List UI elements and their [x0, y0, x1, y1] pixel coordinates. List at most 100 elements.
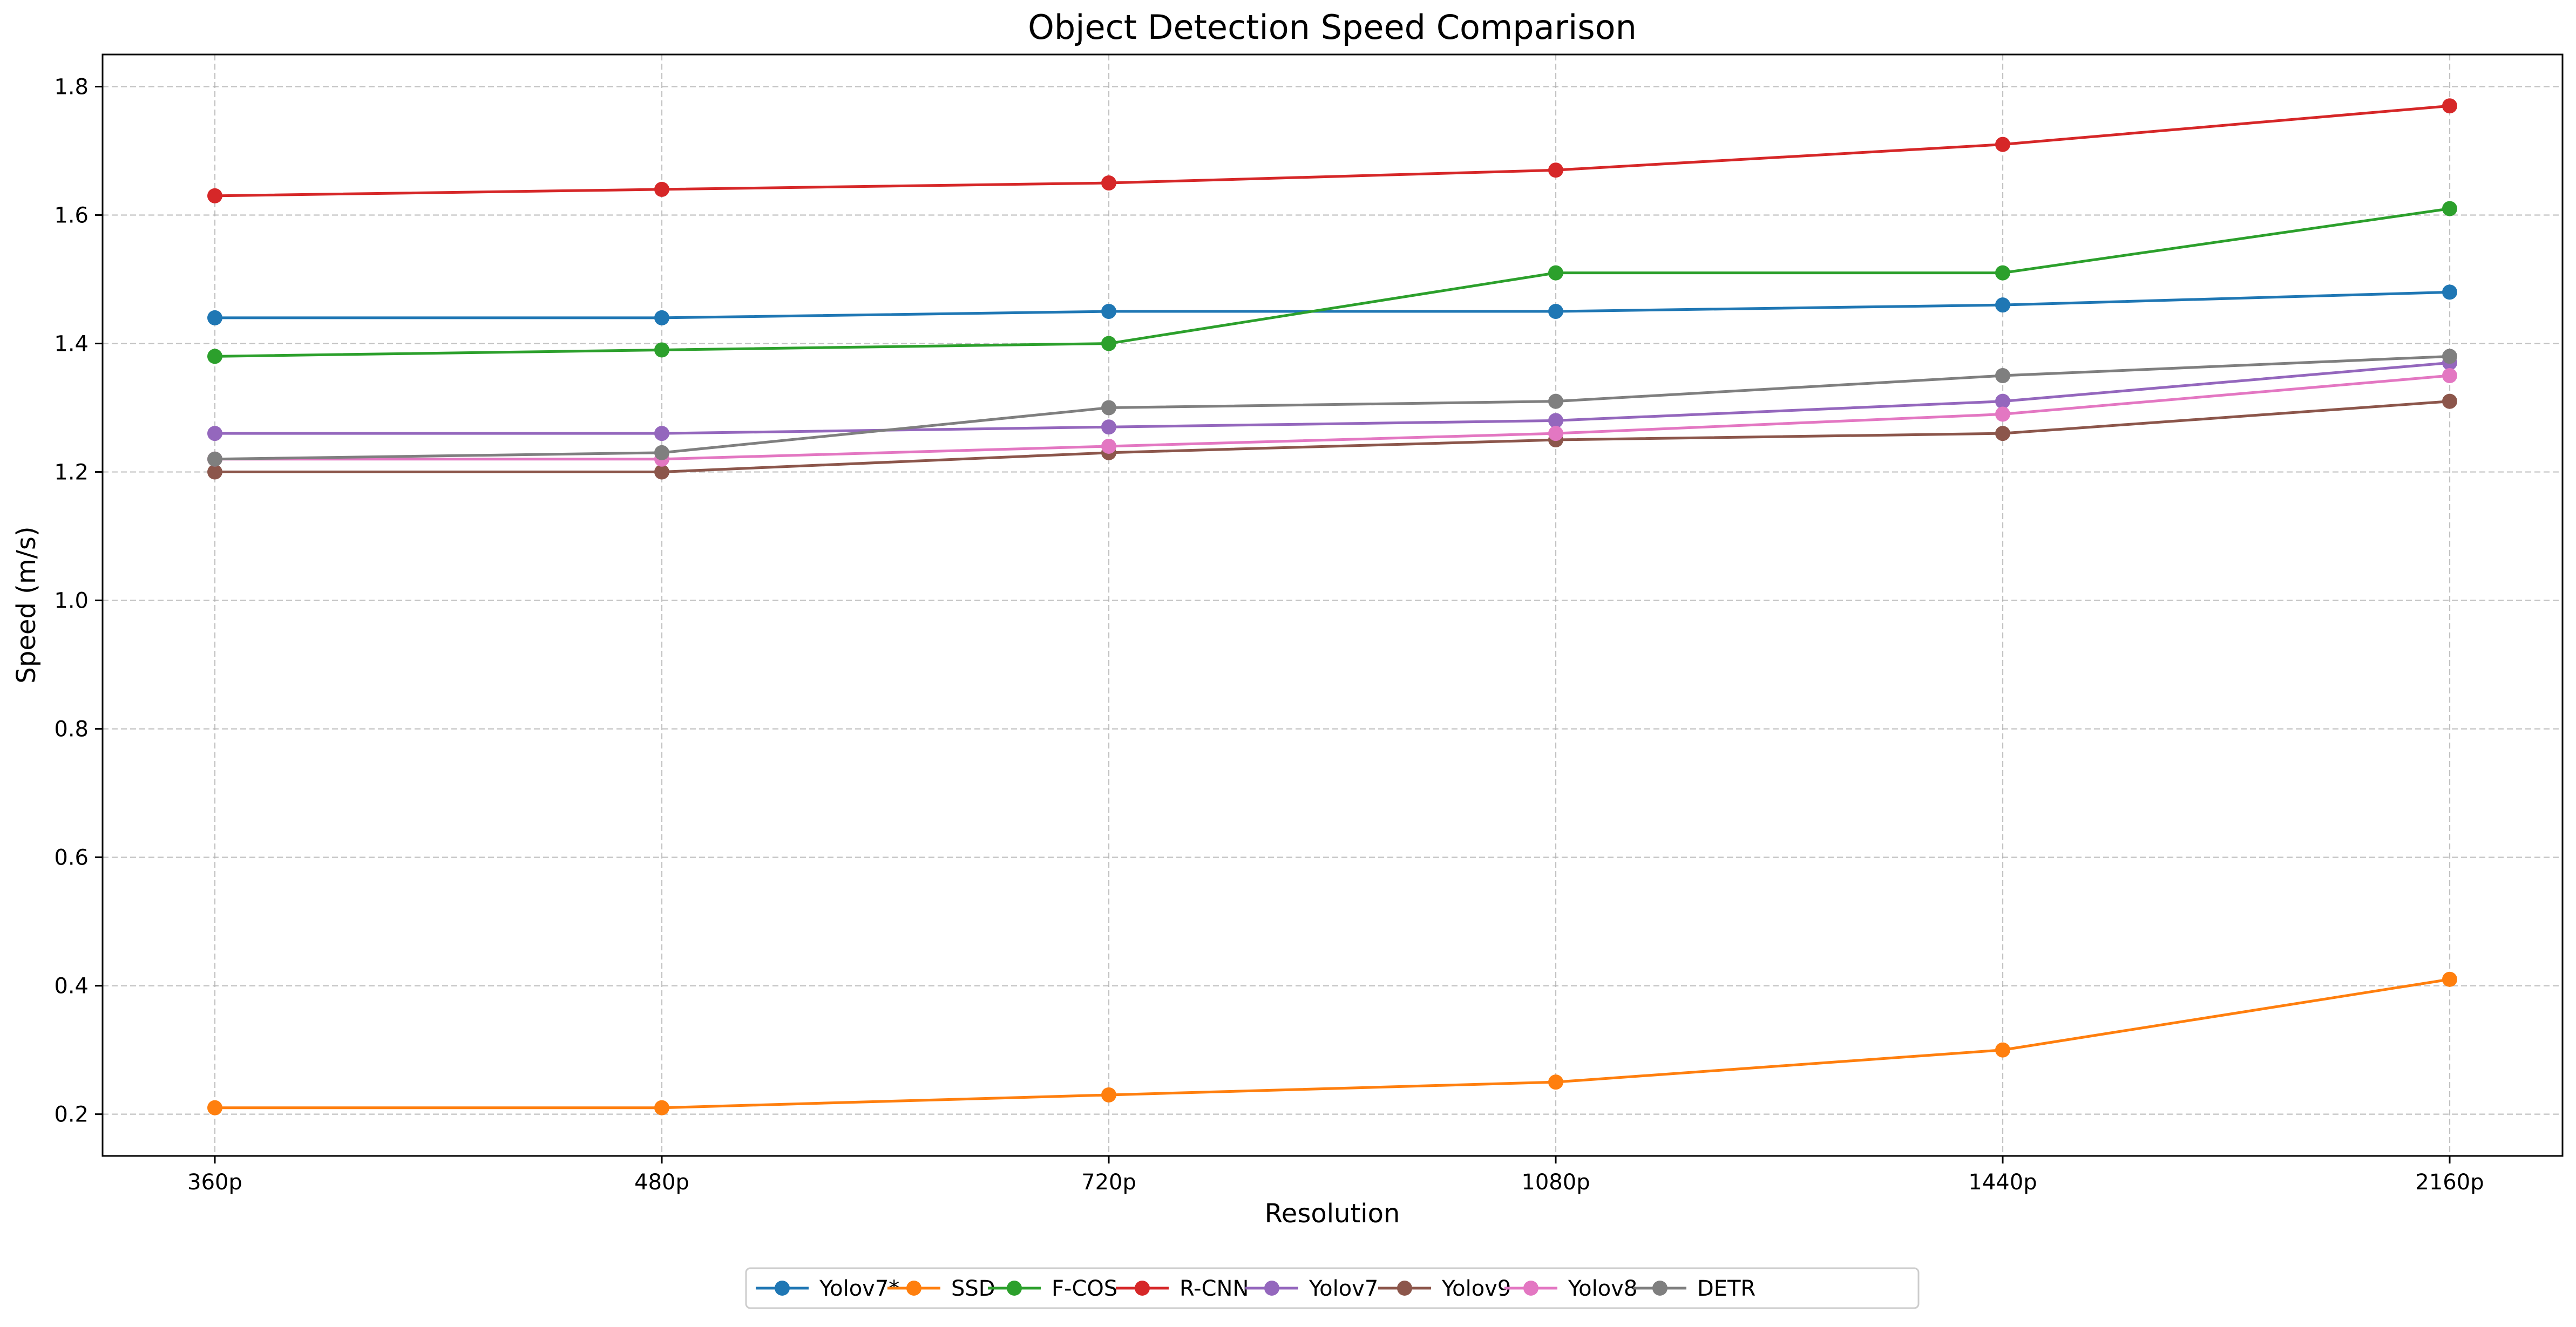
data-point — [1995, 368, 2010, 384]
series-line — [213, 400, 2451, 474]
legend-marker — [1397, 1281, 1412, 1296]
data-point — [207, 349, 222, 364]
legend-item: DETR — [1633, 1276, 1755, 1301]
x-tick-label: 360p — [187, 1170, 242, 1195]
grid — [103, 55, 2563, 1156]
y-tick-label: 1.4 — [54, 332, 89, 357]
y-axis-label: Speed (m/s) — [11, 526, 42, 683]
legend-marker — [906, 1281, 921, 1296]
series-line — [213, 207, 2451, 358]
data-point — [207, 464, 222, 480]
data-point — [654, 181, 669, 197]
legend: Yolov7* SSD F-COS R-CNN Yolov7 Yolov9 Yolov8 DE… — [745, 1267, 1920, 1309]
chart-title: Object Detection Speed Comparison — [1028, 8, 1637, 47]
legend-marker — [775, 1281, 790, 1296]
series-ssd — [207, 971, 2457, 1115]
legend-marker — [1007, 1281, 1022, 1296]
legend-label: Yolov8 — [1568, 1276, 1637, 1301]
data-point — [2442, 349, 2457, 364]
data-point — [1101, 175, 1116, 191]
data-point — [1101, 400, 1116, 416]
data-point — [2442, 368, 2457, 384]
data-point — [1548, 265, 1563, 281]
legend-label: DETR — [1697, 1276, 1755, 1301]
data-point — [1548, 393, 1563, 409]
y-tick-label: 1.8 — [54, 75, 89, 100]
data-point — [1101, 419, 1116, 435]
data-point — [1101, 1087, 1116, 1103]
legend-label: Yolov9 — [1441, 1276, 1511, 1301]
y-tick-label: 1.2 — [54, 460, 89, 485]
data-point — [207, 1100, 222, 1115]
data-point — [654, 310, 669, 325]
data-point — [1101, 304, 1116, 319]
y-tick-label: 1.6 — [54, 203, 89, 228]
series-r-cnn — [207, 98, 2457, 203]
x-tick-label: 720p — [1081, 1170, 1136, 1195]
data-point — [1101, 438, 1116, 454]
series-f-cos — [207, 201, 2457, 364]
data-point — [654, 1100, 669, 1115]
legend-item: SSD — [887, 1276, 995, 1301]
data-point — [654, 342, 669, 358]
series-group — [207, 98, 2457, 1115]
data-point — [1995, 265, 2010, 281]
x-tick-label: 480p — [634, 1170, 689, 1195]
legend-item: R-CNN — [1116, 1276, 1249, 1301]
y-tick-label: 0.8 — [54, 717, 89, 742]
series-line — [213, 978, 2451, 1110]
y-tick-label: 0.4 — [54, 974, 89, 999]
x-tick-label: 2160p — [2415, 1170, 2484, 1195]
x-tick-label: 1440p — [1968, 1170, 2037, 1195]
data-point — [2442, 284, 2457, 300]
legend-item: Yolov7* — [756, 1276, 899, 1301]
data-point — [207, 451, 222, 467]
data-point — [1995, 406, 2010, 422]
legend-item: Yolov7 — [1245, 1276, 1378, 1301]
series-line — [213, 374, 2451, 461]
y-tick-label: 0.2 — [54, 1103, 89, 1127]
data-point — [654, 464, 669, 480]
series-line — [213, 104, 2451, 198]
legend-marker — [1652, 1281, 1667, 1296]
data-point — [2442, 98, 2457, 114]
x-tick-label: 1080p — [1521, 1170, 1590, 1195]
series-line — [213, 290, 2451, 319]
legend-item: Yolov9 — [1378, 1276, 1511, 1301]
data-point — [654, 445, 669, 460]
legend-frame — [745, 1267, 1920, 1309]
legend-item: Yolov8 — [1504, 1276, 1637, 1301]
legend-marker — [1264, 1281, 1279, 1296]
x-axis-label: Resolution — [1265, 1199, 1400, 1229]
data-point — [1548, 304, 1563, 319]
data-point — [1995, 393, 2010, 409]
series-yolov7- — [207, 284, 2457, 325]
legend-label: Yolov7 — [1309, 1276, 1378, 1301]
legend-marker — [1523, 1281, 1538, 1296]
legend-item: F-COS — [988, 1276, 1117, 1301]
data-point — [1548, 162, 1563, 178]
data-point — [654, 426, 669, 441]
legend-label: R-CNN — [1179, 1276, 1249, 1301]
data-point — [1995, 137, 2010, 152]
plot-frame — [101, 53, 2564, 1157]
legend-label: Yolov7* — [819, 1276, 899, 1301]
axes: 0.2 0.4 0.6 0.8 1.0 1.2 1.4 1.6 1.8 360p 480p 720p 1… — [54, 75, 2484, 1195]
y-tick-label: 0.6 — [54, 846, 89, 870]
legend-label: F-COS — [1052, 1276, 1117, 1301]
data-point — [207, 188, 222, 203]
data-point — [1995, 426, 2010, 441]
series-line — [213, 361, 2451, 435]
series-detr — [207, 349, 2457, 467]
data-point — [1548, 1074, 1563, 1090]
data-point — [1548, 413, 1563, 428]
data-point — [2442, 201, 2457, 216]
data-point — [207, 426, 222, 441]
y-tick-label: 1.0 — [54, 589, 89, 614]
data-point — [2442, 393, 2457, 409]
data-point — [2442, 971, 2457, 987]
series-line — [213, 355, 2451, 461]
